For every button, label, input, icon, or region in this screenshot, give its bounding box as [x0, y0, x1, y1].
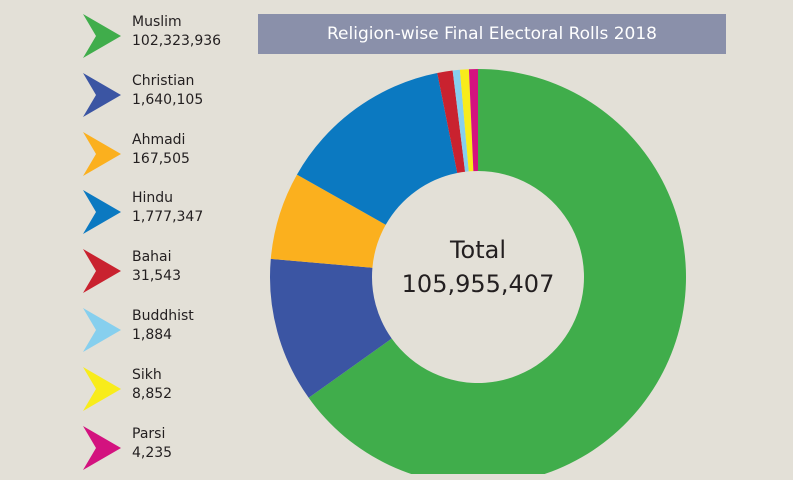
slice-buddhist [452, 69, 469, 172]
legend-value: 4,235 [132, 444, 173, 461]
arrow-icon [83, 307, 121, 352]
arrow-icon [83, 249, 121, 294]
legend-label: Sikh [132, 366, 162, 383]
legend-value: 1,884 [132, 326, 173, 343]
arrow-icon [83, 72, 121, 117]
legend-label: Bahai [132, 249, 172, 266]
legend-value: 102,323,936 [132, 33, 222, 49]
slice-muslim [308, 69, 686, 474]
legend-label: Parsi [132, 425, 166, 442]
legend-label: Hindu [132, 190, 174, 207]
center-total: 105,955,407 [402, 270, 555, 298]
slice-parsi [468, 69, 478, 172]
legend-label: Muslim [132, 14, 182, 30]
legend-label: Buddhist [132, 307, 194, 324]
slice-bahai [437, 70, 466, 174]
arrow-icon [83, 190, 121, 235]
arrow-icon [83, 131, 121, 176]
legend-value: 8,852 [132, 385, 173, 402]
legend-value: 167,505 [132, 150, 190, 167]
arrow-icon [83, 14, 121, 58]
legend-value: 1,777,347 [132, 209, 204, 226]
legend-value: 31,543 [132, 268, 181, 285]
slice-christian [270, 258, 392, 398]
arrow-icon [83, 366, 121, 411]
slice-hindu [296, 73, 458, 225]
legend-label: Christian [132, 72, 195, 89]
legend-value: 1,640,105 [132, 91, 204, 108]
arrow-icon [83, 425, 121, 470]
center-label: Total [449, 236, 506, 264]
slice-sikh [459, 69, 474, 172]
chart-title: Religion-wise Final Electoral Rolls 2018 [258, 14, 726, 54]
legend-label: Ahmadi [132, 131, 186, 148]
slice-ahmadi [270, 174, 386, 268]
